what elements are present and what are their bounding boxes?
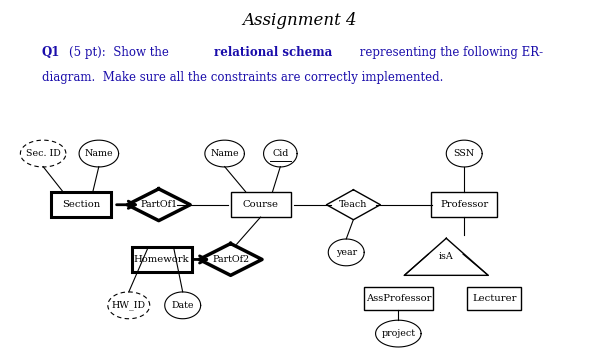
Text: project: project [382,329,415,338]
Text: Professor: Professor [440,200,488,209]
Bar [431,192,497,217]
Text: Assignment 4: Assignment 4 [242,12,357,29]
Text: PartOf2: PartOf2 [212,255,249,264]
Text: Name: Name [210,149,239,158]
Text: SSN: SSN [453,149,475,158]
Text: Q1: Q1 [42,46,60,59]
Text: AssProfessor: AssProfessor [365,294,431,303]
Text: isA: isA [439,252,453,261]
Bar [467,287,521,310]
Text: (5 pt):  Show the: (5 pt): Show the [69,46,173,59]
Text: year: year [335,248,357,257]
Text: Name: Name [84,149,113,158]
Bar [364,287,432,310]
Text: HW_ID: HW_ID [112,300,146,310]
Text: Lecturer: Lecturer [472,294,516,303]
Text: Sec. ID: Sec. ID [26,149,60,158]
Text: Course: Course [243,200,279,209]
Text: relational schema: relational schema [214,46,332,59]
Text: Teach: Teach [339,200,368,209]
Text: PartOf1: PartOf1 [140,200,177,209]
Text: Section: Section [62,200,100,209]
Text: representing the following ER-: representing the following ER- [356,46,543,59]
Text: Cid: Cid [272,149,289,158]
Bar [132,247,192,272]
Text: diagram.  Make sure all the constraints are correctly implemented.: diagram. Make sure all the constraints a… [42,71,443,84]
Bar [51,192,111,217]
Text: Homework: Homework [134,255,189,264]
Bar [231,192,291,217]
Text: Date: Date [171,301,194,310]
